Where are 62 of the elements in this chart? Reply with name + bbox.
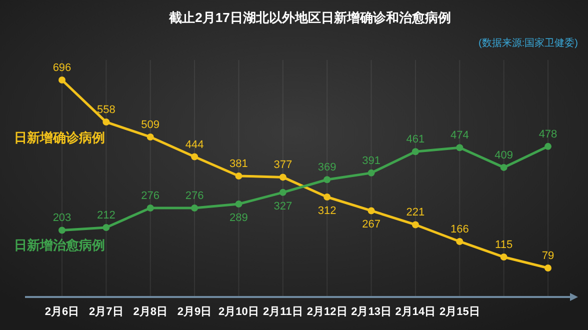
data-label: 203 [52,212,72,224]
x-tick-label: 2月12日 [306,306,348,318]
point [544,142,552,150]
series-label: 日新增确诊病例 [14,130,105,146]
data-label: 478 [538,128,558,140]
data-label: 696 [52,62,72,74]
x-tick-label: 2月13日 [351,306,392,318]
data-label: 221 [406,206,425,219]
point [279,174,286,181]
data-label: 212 [97,209,116,222]
x-tick-label: 2月6日 [44,306,80,318]
x-tick-label: 2月9日 [177,306,212,318]
data-label: 558 [97,104,116,116]
data-label: 289 [230,212,248,224]
point [456,238,464,245]
point [235,172,242,180]
data-label: 276 [141,190,160,202]
point [191,153,198,160]
data-label: 474 [450,130,469,142]
point [368,169,375,176]
data-label: 461 [406,134,425,146]
point [58,76,66,84]
point [324,194,331,201]
point [102,224,110,231]
data-label: 276 [185,190,204,202]
data-label: 312 [318,205,336,218]
point [235,200,242,208]
data-label: 377 [274,159,292,172]
data-label: 409 [494,149,513,162]
data-label: 79 [542,250,554,262]
point [279,188,286,196]
x-tick-label: 2月11日 [263,306,303,318]
point [544,264,552,272]
data-label: 444 [185,138,204,151]
point [324,176,331,184]
x-tick-label: 2月14日 [395,306,436,318]
series-label: 日新增治愈病例 [14,237,105,252]
point [191,204,198,212]
point [58,226,66,234]
text: (数据来源:国家卫健委) [478,37,578,49]
point [500,254,508,261]
x-tick-label: 2月15日 [439,306,480,318]
data-label: 115 [495,239,513,252]
point [368,207,375,214]
data-label: 166 [450,223,469,236]
point [146,133,154,140]
data-label: 381 [230,158,248,170]
point [412,221,419,228]
data-label: 267 [362,218,380,231]
x-tick-label: 2月8日 [133,306,168,318]
data-label: 391 [362,154,380,167]
point [500,164,508,171]
point [146,204,154,212]
x-tick-label: 2月7日 [89,306,124,318]
chart-title: 截止2月17日湖北以外地区日新增确诊和治愈病例 [168,10,451,25]
x-tick-label: 2月10日 [218,306,259,318]
data-label: 509 [141,118,160,131]
data-label: 327 [274,200,292,212]
point [412,148,419,156]
point [102,118,110,126]
point [456,144,464,152]
data-label: 369 [318,162,336,174]
